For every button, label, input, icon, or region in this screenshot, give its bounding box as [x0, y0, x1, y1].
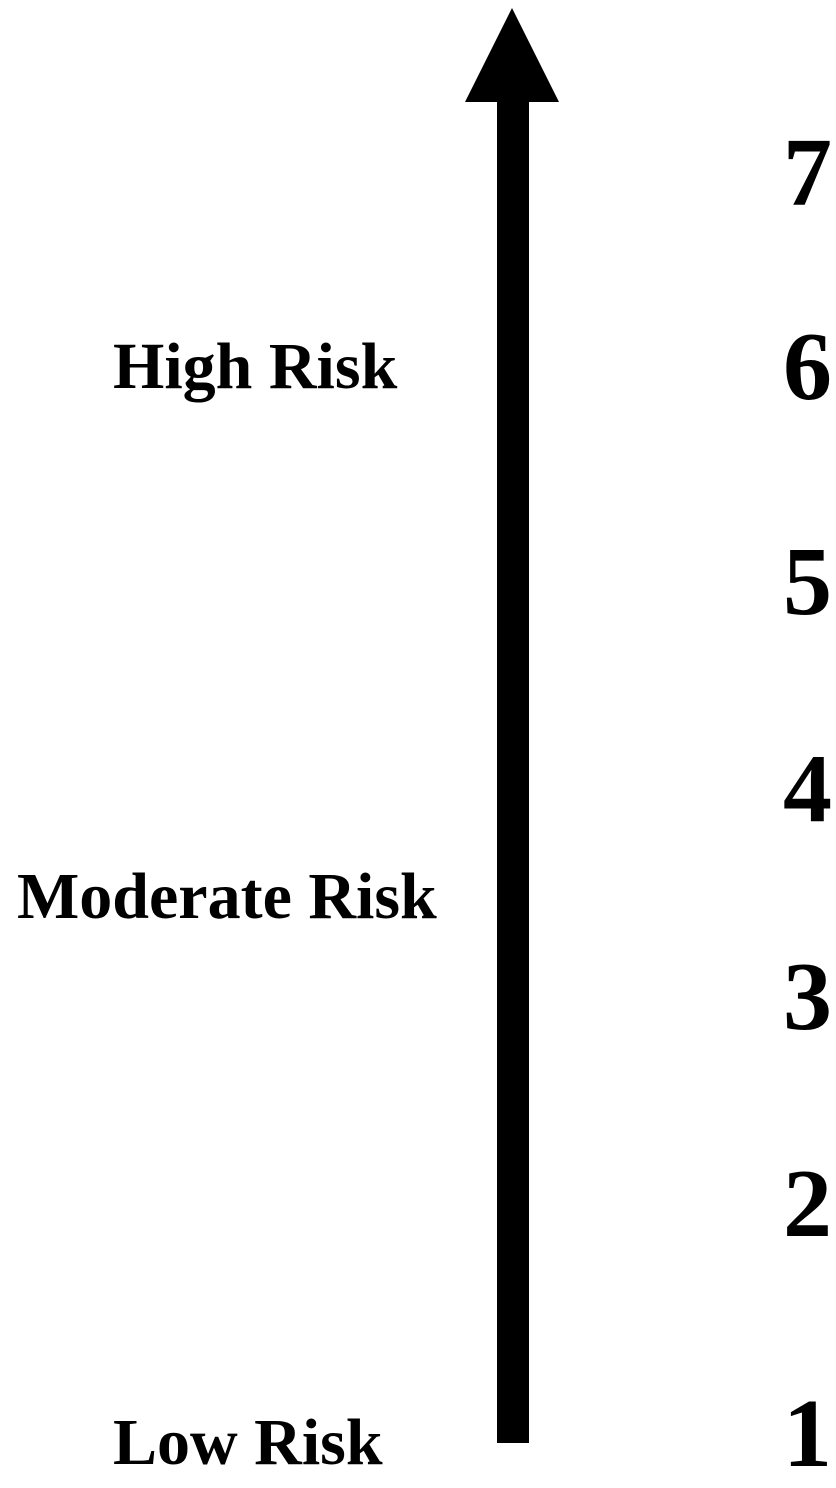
high-risk-label: High Risk — [113, 330, 398, 403]
arrow-head — [465, 8, 559, 102]
low-risk-label: Low Risk — [113, 1406, 383, 1479]
moderate-risk-label: Moderate Risk — [17, 860, 437, 933]
scale-number-4: 4 — [783, 735, 832, 843]
scale-number-7: 7 — [783, 119, 832, 227]
arrow-shaft — [497, 100, 529, 1443]
scale-number-5: 5 — [783, 528, 832, 636]
scale-number-2: 2 — [783, 1150, 832, 1258]
scale-number-3: 3 — [783, 943, 832, 1051]
scale-number-1: 1 — [783, 1380, 832, 1488]
scale-number-6: 6 — [783, 313, 832, 421]
